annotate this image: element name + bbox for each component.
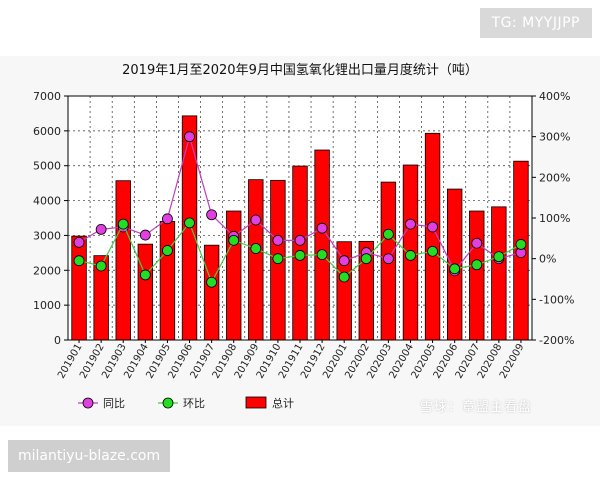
point-环比-202003 — [382, 228, 394, 240]
left-tick-label: 3000 — [33, 229, 61, 242]
point-同比-201911 — [294, 234, 306, 246]
point-环比-201904 — [139, 269, 151, 281]
point-环比-201902 — [95, 260, 107, 272]
point-环比-201909 — [250, 243, 262, 254]
bar-201912 — [314, 149, 330, 341]
bar-201904 — [137, 243, 154, 341]
point-同比-202007 — [471, 237, 483, 249]
left-tick-label: 7000 — [33, 90, 61, 103]
left-tick-label: 5000 — [33, 160, 61, 173]
right-tick-label: -100% — [539, 293, 574, 306]
point-同比-201907 — [206, 209, 218, 221]
right-tick-label: 100% — [539, 212, 570, 225]
bar-201901 — [71, 235, 87, 341]
watermark-tag: TG: MYYJJPP — [479, 8, 592, 38]
legend-marker-mom — [162, 397, 174, 409]
point-环比-201912 — [316, 249, 328, 261]
bar-201907 — [203, 244, 220, 341]
point-同比-201901 — [73, 236, 85, 248]
left-tick-label: 0 — [54, 334, 61, 347]
point-同比-202005 — [427, 221, 438, 233]
legend-label-total: 总计 — [272, 396, 294, 410]
left-tick-label: 2000 — [33, 264, 61, 277]
footer-url: milantiyu-blaze.com — [8, 440, 171, 472]
line-series — [73, 131, 527, 288]
point-环比-202006 — [449, 263, 461, 275]
point-环比-202002 — [360, 253, 372, 265]
point-环比-201907 — [206, 276, 218, 288]
point-环比-201901 — [73, 255, 85, 267]
point-环比-202009 — [515, 239, 527, 250]
point-环比-201911 — [294, 250, 306, 261]
left-tick-label: 4000 — [33, 195, 61, 208]
point-同比-202004 — [405, 218, 416, 230]
point-同比-201905 — [162, 213, 173, 225]
bar-201909 — [248, 179, 264, 341]
right-tick-label: 200% — [539, 171, 570, 184]
left-tick-label: 1000 — [33, 299, 61, 312]
bar-202007 — [469, 210, 485, 341]
point-环比-202004 — [405, 250, 416, 261]
point-同比-202001 — [338, 255, 350, 267]
point-环比-202008 — [493, 251, 505, 263]
legend-swatch-total — [245, 396, 267, 409]
right-tick-label: -200% — [539, 334, 574, 347]
point-同比-202003 — [382, 253, 394, 265]
legend: 同比 环比 总计 — [78, 396, 294, 410]
right-tick-label: 0% — [539, 253, 556, 266]
point-环比-202001 — [338, 271, 350, 283]
legend-label-yoy: 同比 — [103, 397, 125, 410]
point-同比-201909 — [250, 214, 262, 226]
point-同比-201904 — [139, 229, 151, 241]
chart-title: 2019年1月至2020年9月中国氢氧化锂出口量月度统计（吨） — [122, 62, 478, 78]
right-tick-label: 300% — [539, 131, 570, 144]
left-tick-label: 6000 — [33, 125, 61, 138]
point-环比-201903 — [117, 218, 129, 230]
point-环比-201908 — [228, 234, 240, 246]
point-环比-201910 — [272, 253, 284, 265]
point-环比-202007 — [471, 259, 483, 271]
bar-201905 — [159, 221, 176, 341]
point-同比-201912 — [316, 222, 328, 234]
point-同比-201906 — [184, 131, 195, 143]
bar-201908 — [226, 210, 242, 341]
point-环比-201906 — [184, 217, 195, 229]
legend-marker-yoy — [82, 397, 94, 409]
legend-label-mom: 环比 — [183, 397, 205, 410]
point-同比-201910 — [272, 234, 284, 246]
point-同比-201902 — [95, 223, 107, 235]
bar-202008 — [491, 206, 507, 341]
point-环比-201905 — [162, 245, 173, 256]
right-tick-label: 400% — [539, 90, 570, 103]
watermark-text: 雪球：章盟主看盘 — [420, 400, 533, 415]
bar-201903 — [115, 180, 131, 341]
point-环比-202005 — [427, 245, 438, 257]
